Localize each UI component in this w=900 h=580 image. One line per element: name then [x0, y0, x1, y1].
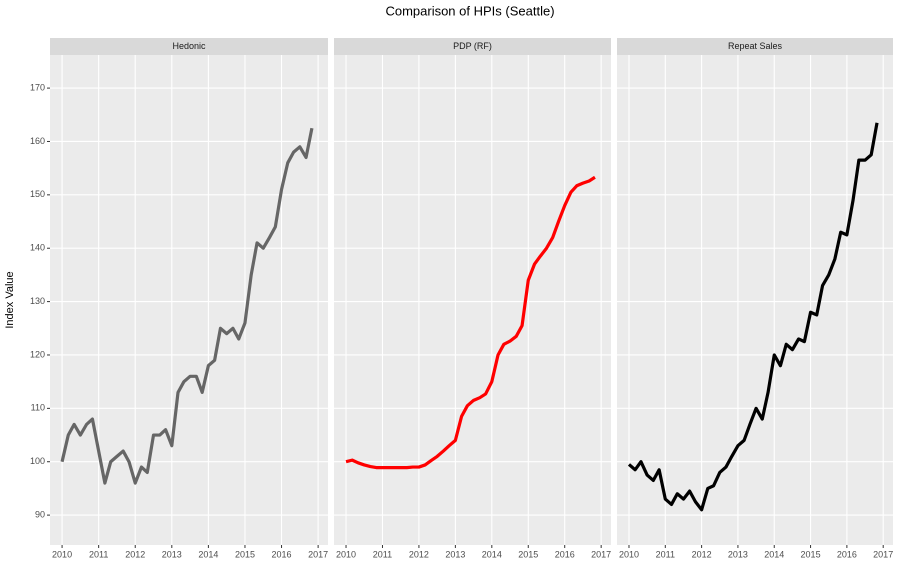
y-tick-label: 110 [31, 403, 45, 413]
panel-background [334, 55, 611, 545]
x-tick-label: 2017 [591, 549, 611, 559]
x-tick-label: 2012 [125, 549, 145, 559]
y-tick-label: 150 [30, 189, 45, 199]
panel-background [50, 55, 328, 545]
strip-background [617, 38, 893, 55]
strip-label: Hedonic [172, 41, 206, 51]
x-tick-label: 2011 [89, 549, 108, 559]
chart-title: Comparison of HPIs (Seattle) [385, 3, 554, 18]
series-line [627, 122, 879, 512]
x-tick-label: 2015 [518, 549, 538, 559]
y-tick-label: 170 [30, 82, 45, 92]
x-tick-label: 2013 [162, 549, 182, 559]
series-line [345, 175, 596, 470]
y-tick-label: 160 [30, 136, 45, 146]
x-tick-label: 2015 [801, 549, 821, 559]
y-tick-label: 130 [30, 296, 45, 306]
x-tick-label: 2012 [409, 549, 429, 559]
x-tick-label: 2016 [555, 549, 575, 559]
strip-background [334, 38, 611, 55]
x-tick-label: 2013 [445, 549, 465, 559]
x-tick-label: 2010 [336, 549, 356, 559]
x-tick-label: 2016 [272, 549, 292, 559]
x-tick-label: 2011 [373, 549, 392, 559]
y-tick-label: 90 [35, 509, 45, 519]
y-tick-label: 140 [30, 243, 45, 253]
y-axis-label: Index Value [4, 271, 16, 328]
x-tick-label: 2010 [52, 549, 72, 559]
strip-label: Repeat Sales [728, 41, 783, 51]
y-tick-label: 120 [30, 349, 45, 359]
strip-background [50, 38, 328, 55]
x-tick-label: 2013 [728, 549, 748, 559]
x-tick-label: 2014 [482, 549, 502, 559]
x-tick-label: 2011 [656, 549, 675, 559]
x-tick-label: 2017 [308, 549, 328, 559]
x-tick-label: 2014 [198, 549, 218, 559]
y-tick-label: 100 [30, 456, 45, 466]
x-tick-label: 2010 [619, 549, 639, 559]
strip-label: PDP (RF) [453, 41, 492, 51]
x-tick-label: 2012 [692, 549, 712, 559]
x-tick-label: 2015 [235, 549, 255, 559]
x-tick-label: 2017 [873, 549, 893, 559]
series-line [60, 127, 314, 485]
x-tick-label: 2014 [764, 549, 784, 559]
x-tick-label: 2016 [837, 549, 857, 559]
